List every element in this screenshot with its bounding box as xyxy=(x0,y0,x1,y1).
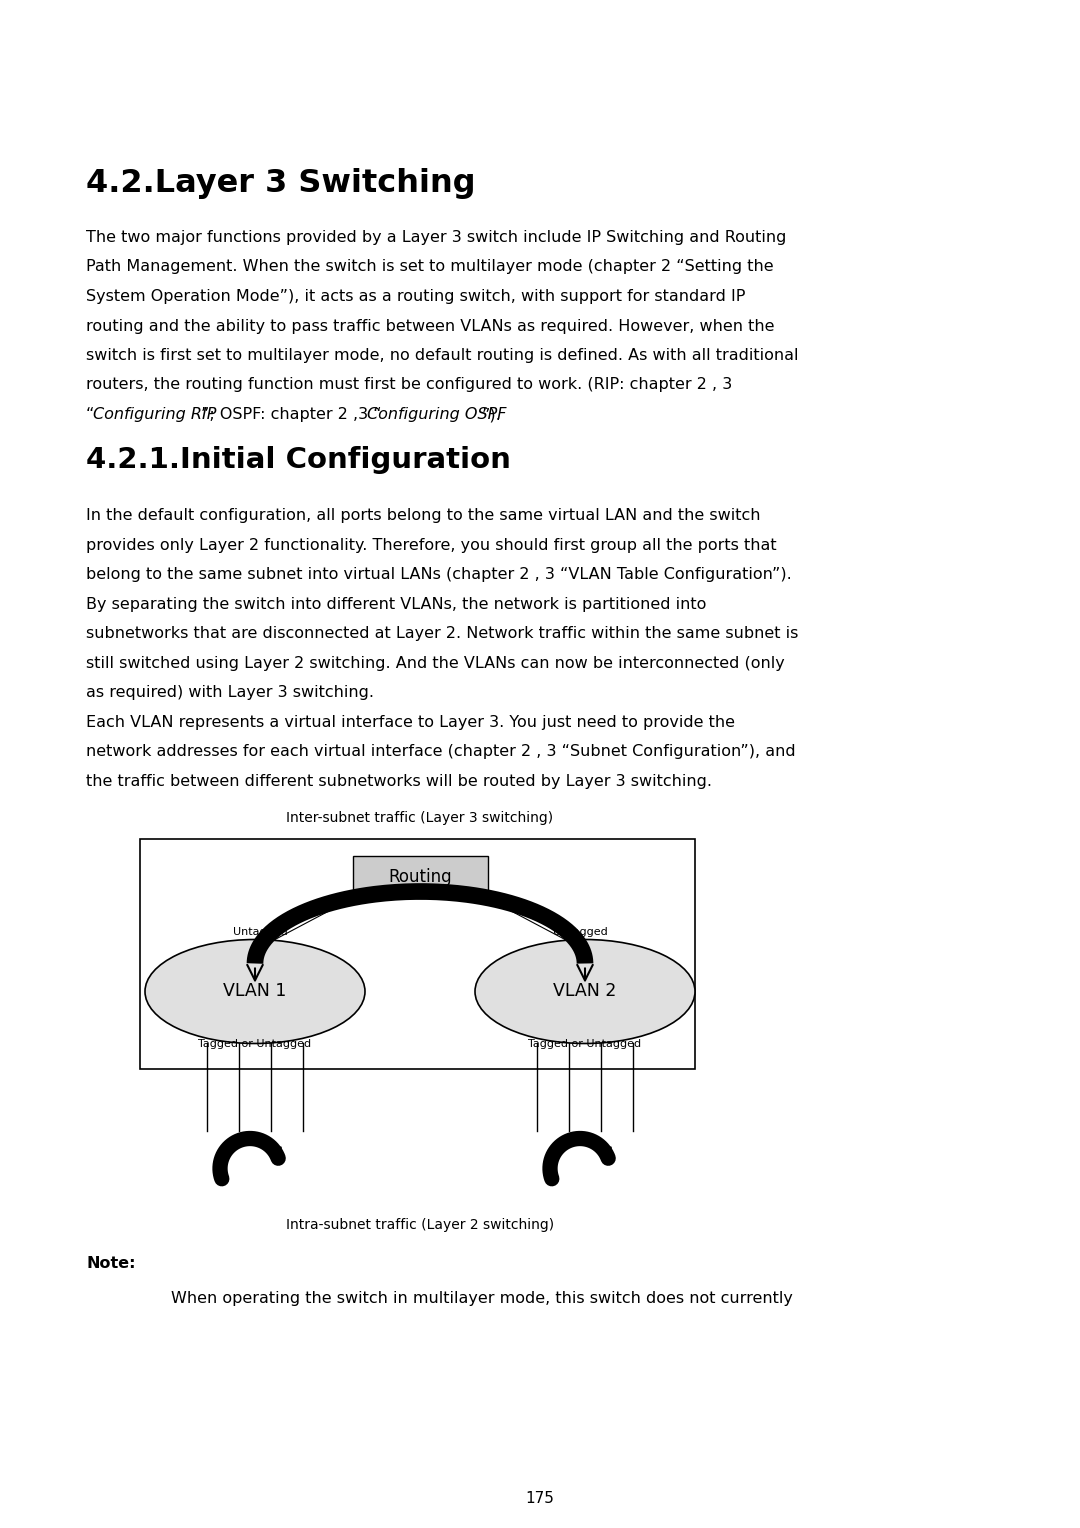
Text: Tagged or Untagged: Tagged or Untagged xyxy=(528,1039,642,1050)
Text: still switched using Layer 2 switching. And the VLANs can now be interconnected : still switched using Layer 2 switching. … xyxy=(86,656,785,671)
Text: Note:: Note: xyxy=(86,1256,135,1271)
Text: 4.2.Layer 3 Switching: 4.2.Layer 3 Switching xyxy=(86,168,475,199)
Text: belong to the same subnet into virtual LANs (chapter 2 , 3 “VLAN Table Configura: belong to the same subnet into virtual L… xyxy=(86,567,792,582)
Text: By separating the switch into different VLANs, the network is partitioned into: By separating the switch into different … xyxy=(86,597,706,613)
Text: routing and the ability to pass traffic between VLANs as required. However, when: routing and the ability to pass traffic … xyxy=(86,318,774,333)
Text: ”; OSPF: chapter 2 ,3 “: ”; OSPF: chapter 2 ,3 “ xyxy=(201,406,382,422)
Text: Each VLAN represents a virtual interface to Layer 3. You just need to provide th: Each VLAN represents a virtual interface… xyxy=(86,715,735,730)
Text: Path Management. When the switch is set to multilayer mode (chapter 2 “Setting t: Path Management. When the switch is set … xyxy=(86,260,773,275)
Text: Configuring RIP: Configuring RIP xyxy=(93,406,217,422)
Text: Untagged: Untagged xyxy=(232,927,287,938)
Text: routers, the routing function must first be configured to work. (RIP: chapter 2 : routers, the routing function must first… xyxy=(86,377,732,393)
Bar xyxy=(140,839,696,1070)
Text: Routing: Routing xyxy=(388,868,451,886)
Text: VLAN 1: VLAN 1 xyxy=(224,983,286,1001)
Text: as required) with Layer 3 switching.: as required) with Layer 3 switching. xyxy=(86,686,374,700)
Text: System Operation Mode”), it acts as a routing switch, with support for standard : System Operation Mode”), it acts as a ro… xyxy=(86,289,745,304)
Text: Tagged or Untagged: Tagged or Untagged xyxy=(199,1039,311,1050)
Text: When operating the switch in multilayer mode, this switch does not currently: When operating the switch in multilayer … xyxy=(171,1291,793,1306)
Text: In the default configuration, all ports belong to the same virtual LAN and the s: In the default configuration, all ports … xyxy=(86,509,760,524)
Text: Configuring OSPF: Configuring OSPF xyxy=(367,406,507,422)
Text: provides only Layer 2 functionality. Therefore, you should first group all the p: provides only Layer 2 functionality. The… xyxy=(86,538,777,553)
Text: ”).: ”). xyxy=(482,406,502,422)
Text: 4.2.1.Initial Configuration: 4.2.1.Initial Configuration xyxy=(86,446,511,475)
Ellipse shape xyxy=(475,940,696,1044)
Bar xyxy=(352,857,487,898)
Text: subnetworks that are disconnected at Layer 2. Network traffic within the same su: subnetworks that are disconnected at Lay… xyxy=(86,626,798,642)
Text: Intra-subnet traffic (Layer 2 switching): Intra-subnet traffic (Layer 2 switching) xyxy=(286,1218,554,1233)
Text: Untagged: Untagged xyxy=(553,927,607,938)
Text: Inter-subnet traffic (Layer 3 switching): Inter-subnet traffic (Layer 3 switching) xyxy=(286,811,554,825)
Text: network addresses for each virtual interface (chapter 2 , 3 “Subnet Configuratio: network addresses for each virtual inter… xyxy=(86,744,796,759)
Text: VLAN 2: VLAN 2 xyxy=(553,983,617,1001)
Text: switch is first set to multilayer mode, no default routing is defined. As with a: switch is first set to multilayer mode, … xyxy=(86,348,798,364)
Text: the traffic between different subnetworks will be routed by Layer 3 switching.: the traffic between different subnetwork… xyxy=(86,775,712,788)
Text: 175: 175 xyxy=(526,1491,554,1507)
Text: “: “ xyxy=(86,406,94,422)
Ellipse shape xyxy=(145,940,365,1044)
Text: The two major functions provided by a Layer 3 switch include IP Switching and Ro: The two major functions provided by a La… xyxy=(86,231,786,244)
